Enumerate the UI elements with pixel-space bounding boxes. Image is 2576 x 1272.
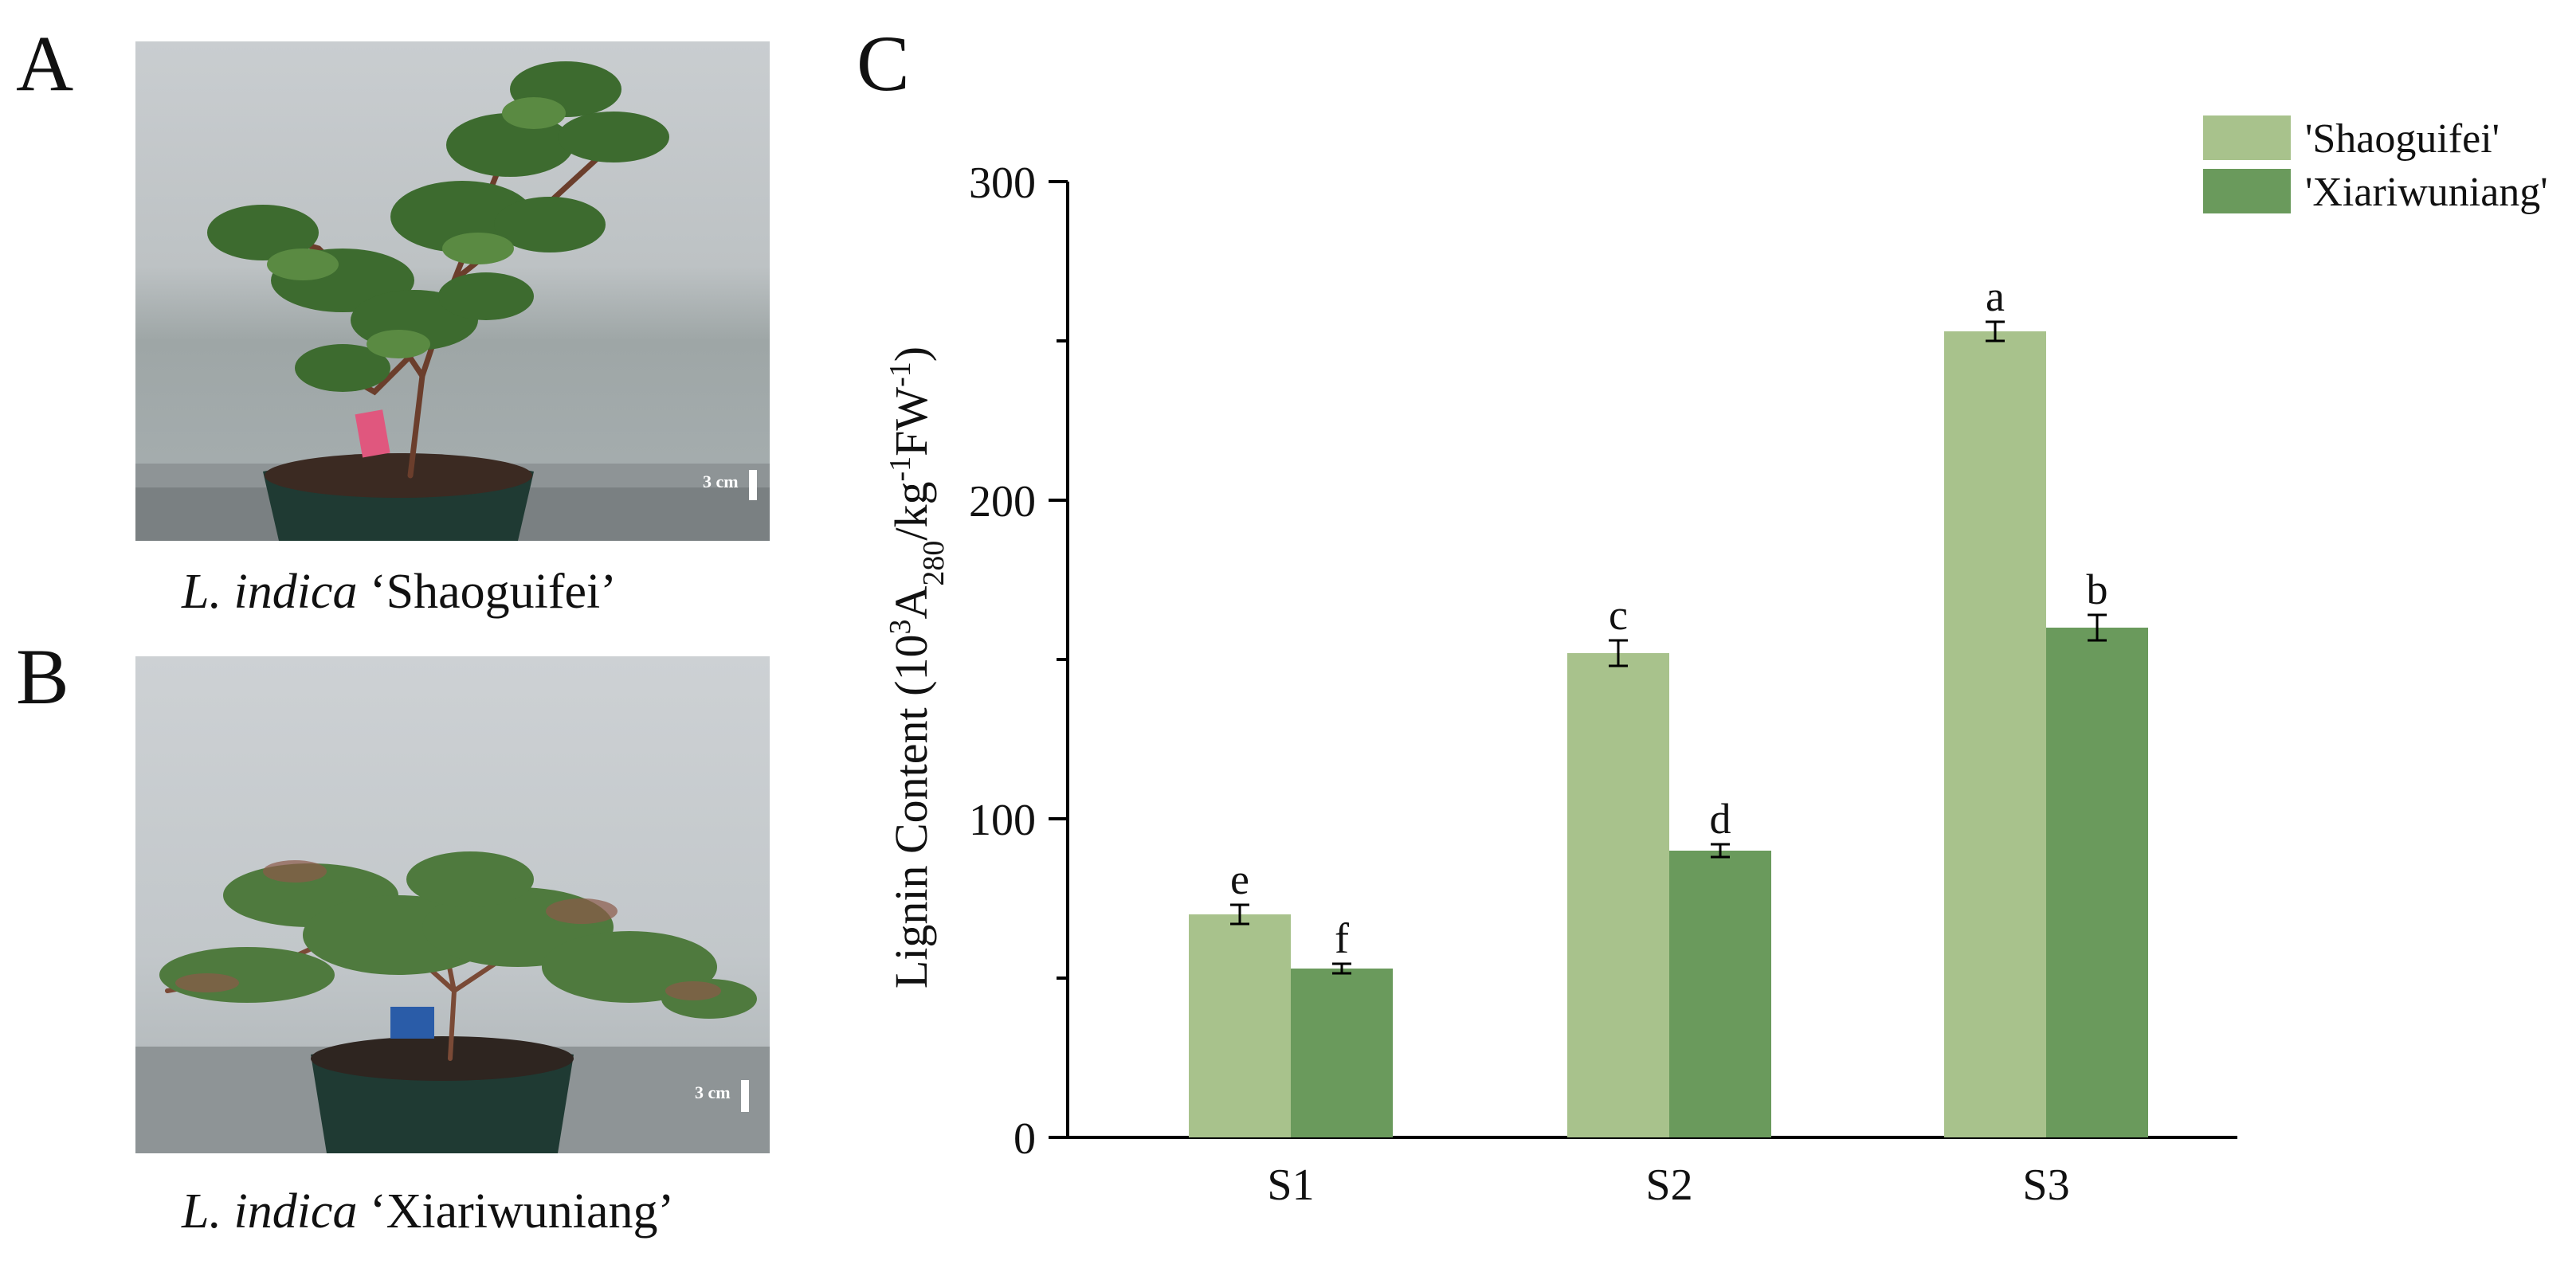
legend: 'Shaoguifei' 'Xiariwuniang' — [2203, 115, 2548, 215]
bar-s2-series2 — [1669, 851, 1771, 1137]
y-axis-label: Lignin Content (103A280/kg-1FW-1) — [884, 346, 951, 988]
scale-bar-a — [749, 470, 757, 500]
legend-label: 'Shaoguifei' — [2305, 116, 2500, 162]
panel-letter-c: C — [857, 19, 910, 108]
caption-a: L. indica ‘Shaoguifei’ — [182, 567, 617, 616]
y-tick-label: 0 — [1014, 1114, 1036, 1164]
x-tick-label: S1 — [1267, 1160, 1314, 1210]
panel-letter-a: A — [16, 19, 74, 108]
scale-label-b: 3 cm — [695, 1082, 731, 1102]
significance-letter: f — [1335, 914, 1349, 962]
y-tick-label: 200 — [969, 477, 1036, 526]
significance-letter: b — [2087, 566, 2108, 613]
bar-s2-series1 — [1567, 653, 1669, 1137]
legend-swatch — [2203, 115, 2291, 160]
caption-b-species: L. indica — [182, 1184, 358, 1239]
panel-letter-b: B — [16, 632, 69, 721]
significance-letter: d — [1710, 795, 1731, 843]
significance-letter: e — [1230, 855, 1249, 903]
significance-letter: a — [1986, 272, 2005, 320]
photo-shaoguifei: 3 cm — [135, 41, 770, 541]
legend-swatch — [2203, 169, 2291, 213]
bar-s1-series1 — [1189, 914, 1291, 1137]
scale-bar-b — [741, 1080, 749, 1112]
bar-s1-series2 — [1291, 969, 1393, 1137]
y-tick-label: 100 — [969, 796, 1036, 845]
caption-b: L. indica ‘Xiariwuniang’ — [182, 1187, 674, 1236]
photo-xiariwuniang: 3 cm — [135, 656, 770, 1153]
caption-b-cultivar: ‘Xiariwuniang’ — [369, 1184, 675, 1239]
bar-s3-series1 — [1944, 331, 2046, 1137]
y-tick-label: 300 — [969, 159, 1036, 208]
legend-label: 'Xiariwuniang' — [2305, 170, 2548, 215]
caption-a-species: L. indica — [182, 565, 358, 619]
significance-letter: c — [1609, 591, 1628, 639]
x-tick-label: S3 — [2022, 1160, 2069, 1210]
caption-a-cultivar: ‘Shaoguifei’ — [369, 565, 617, 619]
x-tick-label: S2 — [1645, 1160, 1692, 1210]
bar-s3-series2 — [2046, 628, 2148, 1137]
scale-label-a: 3 cm — [703, 472, 739, 491]
